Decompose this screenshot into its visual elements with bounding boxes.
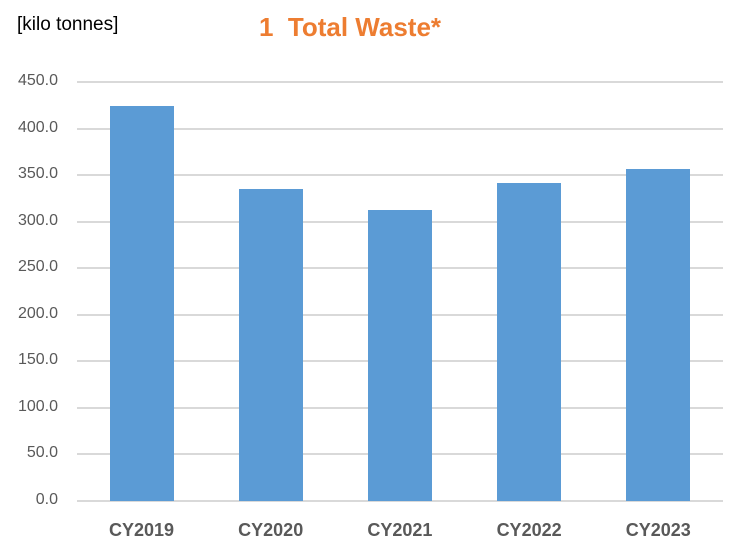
- y-tick-label: 50.0: [26, 444, 58, 462]
- chart-title: 1 Total Waste*: [259, 12, 442, 42]
- y-tick-label: 100.0: [17, 397, 58, 415]
- x-tick-label: CY2019: [108, 520, 175, 540]
- bar-cy2021: [368, 209, 432, 501]
- y-tick-label: 250.0: [17, 258, 58, 276]
- y-tick-label: 200.0: [17, 304, 58, 322]
- x-tick-label: CY2021: [367, 520, 433, 540]
- unit-label: [kilo tonnes]: [17, 14, 119, 35]
- y-tick-label: 150.0: [17, 351, 58, 369]
- bar-cy2022: [497, 182, 562, 501]
- x-tick-label: CY2020: [238, 520, 304, 540]
- x-tick-label: CY2022: [496, 520, 562, 540]
- x-tick-label: CY2023: [625, 520, 691, 540]
- gridline: [77, 127, 723, 130]
- bar-cy2020: [238, 189, 303, 501]
- bar-cy2023: [626, 168, 691, 501]
- gridline: [77, 500, 723, 502]
- y-tick-label: 350.0: [17, 165, 58, 183]
- plot-area: [77, 81, 723, 502]
- y-tick-label: 300.0: [17, 211, 58, 229]
- bar-cy2019: [109, 106, 174, 501]
- y-tick-label: 450.0: [17, 72, 58, 89]
- gridline: [77, 174, 723, 177]
- y-tick-label: 400.0: [17, 118, 58, 136]
- gridline: [77, 81, 723, 83]
- y-tick-label: 0.0: [35, 491, 58, 508]
